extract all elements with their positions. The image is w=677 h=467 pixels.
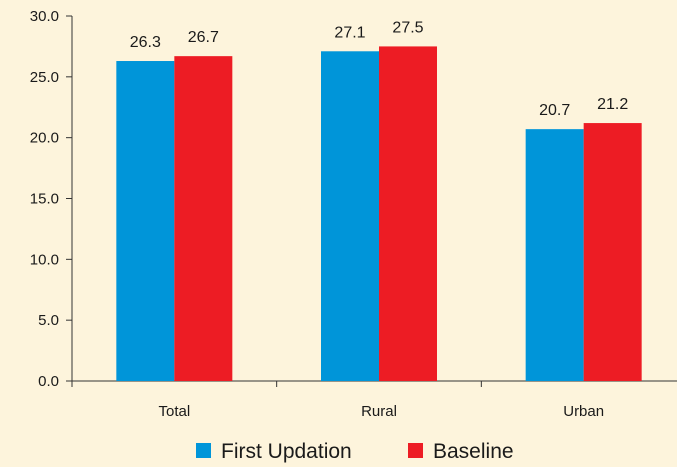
y-tick-label: 5.0 [38, 312, 59, 329]
bar-first-updation [525, 129, 584, 381]
x-axis: Total Rural Urban [71, 380, 677, 420]
x-category-label: Total [158, 403, 190, 420]
legend-label: First Updation [221, 440, 352, 463]
y-tick-label: 10.0 [30, 251, 59, 268]
bar-value-label: 27.5 [392, 19, 423, 36]
bar-first-updation [116, 61, 175, 382]
bar-baseline [379, 46, 437, 382]
bar-value-label: 21.2 [597, 96, 628, 113]
x-category-label: Rural [361, 403, 397, 420]
bar-value-label: 26.7 [188, 29, 219, 46]
y-tick-label: 20.0 [30, 130, 59, 147]
legend: First Updation Baseline [196, 440, 514, 463]
y-tick-label: 25.0 [30, 69, 59, 86]
bars [116, 46, 642, 382]
legend-swatch [196, 443, 211, 458]
y-tick-label: 15.0 [30, 191, 59, 208]
bar-value-label: 27.1 [334, 24, 365, 41]
data-labels: 26.3 26.7 27.1 27.5 20.7 21.2 [130, 19, 629, 119]
bar-first-updation [321, 51, 379, 382]
bar-value-label: 20.7 [539, 102, 570, 119]
bar-baseline [583, 123, 642, 382]
x-category-label: Urban [563, 403, 604, 420]
y-tick-label: 30.0 [30, 8, 59, 25]
bar-baseline [174, 56, 233, 382]
bar-value-label: 26.3 [130, 34, 161, 51]
y-tick-label: 0.0 [38, 373, 59, 390]
y-axis: 0.0 5.0 10.0 15.0 20.0 25.0 30.0 [30, 8, 73, 390]
legend-swatch [408, 443, 423, 458]
legend-label: Baseline [433, 440, 514, 463]
